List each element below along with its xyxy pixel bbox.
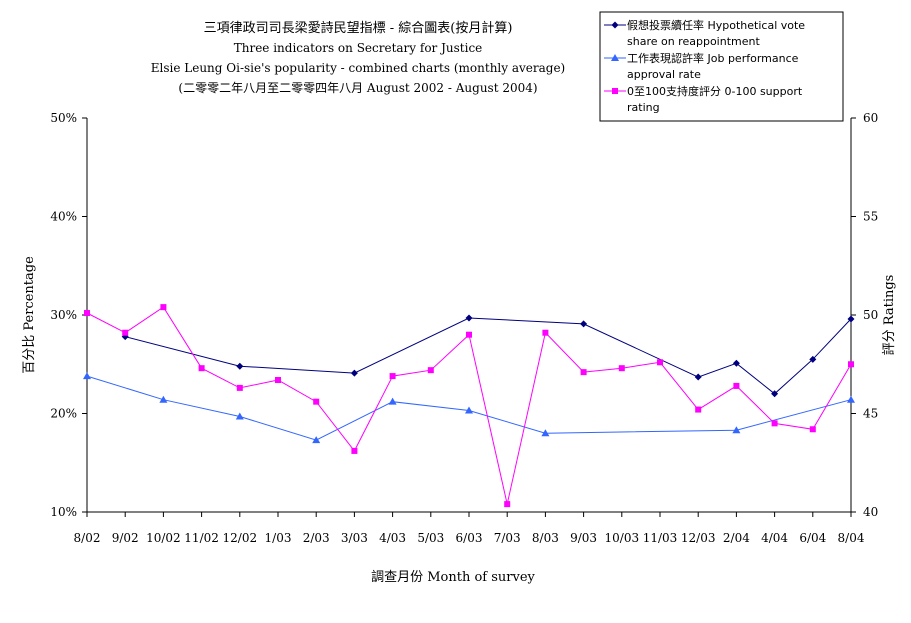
series-3-point: [198, 365, 205, 372]
series-2-point: [388, 397, 397, 405]
x-tick-label: 2/03: [303, 531, 330, 545]
series-3: [84, 304, 854, 508]
series-1-point: [771, 390, 779, 398]
x-tick-label: 9/03: [570, 531, 597, 545]
series-3-point: [236, 384, 243, 391]
x-tick-label: 2/04: [723, 531, 750, 545]
series-3-point: [351, 447, 358, 454]
y-right-tick-label: 60: [863, 111, 878, 125]
legend-swatch-marker: [611, 21, 619, 29]
legend-swatch-marker: [611, 54, 619, 61]
series-3-point: [618, 365, 625, 372]
legend: 假想投票續任率 Hypothetical vote share on reappo…: [599, 11, 844, 122]
x-tick-label: 10/02: [146, 531, 181, 545]
series-1-point: [694, 373, 702, 381]
y-right-tick-label: 50: [863, 308, 878, 322]
chart-marks: [83, 304, 855, 508]
legend-entry-text: 0至100支持度評分 0-100 support: [627, 84, 803, 98]
y-axis-right-label: 評分 Ratings: [882, 275, 897, 356]
series-1-line: [125, 317, 852, 395]
x-tick-label: 11/03: [643, 531, 678, 545]
series-2-point: [732, 426, 741, 434]
legend-entry-text: 假想投票續任率 Hypothetical vote: [627, 18, 805, 32]
x-tick-label: 3/03: [341, 531, 368, 545]
x-axis-label: 調查月份 Month of survey: [371, 570, 535, 585]
x-tick-label: 8/04: [838, 531, 865, 545]
legend-entry-text: share on reappointment: [627, 35, 760, 48]
series-3-point: [657, 359, 663, 366]
y-left-tick-label: 10%: [50, 505, 77, 519]
series-1-point: [847, 315, 855, 323]
y-right-tick-label: 40: [863, 505, 878, 519]
series-2: [83, 372, 855, 444]
series-2-point: [541, 429, 550, 437]
series-1-point: [809, 355, 817, 363]
y-right-tick-label: 55: [863, 210, 878, 224]
series-2-point: [83, 372, 91, 380]
series-1-point: [350, 369, 358, 377]
x-tick-label: 10/03: [605, 531, 640, 545]
series-3-point: [160, 304, 167, 311]
series-1-point: [580, 320, 588, 328]
x-tick-label: 6/04: [799, 531, 826, 545]
series-3-point: [580, 369, 587, 376]
series-3-point: [427, 367, 434, 374]
series-3-point: [848, 361, 854, 368]
x-tick-label: 7/03: [494, 531, 521, 545]
y-left-tick-label: 50%: [50, 111, 77, 125]
title-line-1: 三項律政司司長梁愛詩民望指標 - 綜合圖表(按月計算): [204, 20, 513, 36]
legend-box: [599, 11, 844, 122]
chart-title: 三項律政司司長梁愛詩民望指標 - 綜合圖表(按月計算) Three indica…: [151, 20, 566, 95]
x-tick-label: 5/03: [417, 531, 444, 545]
series-3-point: [771, 420, 778, 427]
y-axis-left-label: 百分比 Percentage: [22, 256, 37, 374]
legend-entry-text: approval rate: [627, 68, 701, 81]
series-3-point: [809, 426, 816, 433]
series-1: [121, 314, 855, 398]
x-tick-label: 6/03: [456, 531, 483, 545]
y-left-tick-label: 20%: [50, 407, 77, 421]
legend-swatch-marker: [612, 88, 618, 94]
x-tick-label: 4/04: [761, 531, 788, 545]
series-3-point: [275, 377, 281, 384]
series-3-point: [542, 329, 549, 336]
legend-entry-text: 工作表現認許率 Job performance: [627, 51, 799, 65]
y-left-tick-label: 40%: [50, 210, 77, 224]
title-line-4: (二零零二年八月至二零零四年八月 August 2002 - August 20…: [178, 81, 537, 95]
series-1-point: [732, 359, 740, 367]
series-1-point: [465, 314, 473, 322]
series-3-point: [504, 501, 511, 508]
x-tick-label: 1/03: [265, 531, 292, 545]
series-3-point: [389, 373, 396, 380]
legend-entry-text: rating: [627, 101, 660, 114]
x-tick-label: 8/02: [74, 531, 101, 545]
title-line-2: Three indicators on Secretary for Justic…: [234, 41, 483, 55]
x-tick-label: 12/02: [223, 531, 258, 545]
series-3-point: [695, 406, 702, 413]
series-3-point: [122, 329, 129, 336]
series-1-point: [236, 362, 244, 370]
series-2-point: [847, 395, 855, 403]
y-right-tick-label: 45: [863, 407, 878, 421]
series-2-point: [312, 436, 321, 444]
x-tick-label: 4/03: [379, 531, 406, 545]
series-2-point: [465, 406, 473, 414]
series-2-point: [159, 395, 168, 403]
x-tick-label: 8/03: [532, 531, 559, 545]
series-3-point: [733, 382, 740, 389]
series-3-point: [466, 331, 472, 338]
x-tick-label: 11/02: [184, 531, 219, 545]
x-tick-label: 9/02: [112, 531, 139, 545]
y-left-tick-label: 30%: [50, 308, 77, 322]
series-2-point: [235, 412, 244, 420]
series-3-point: [84, 310, 90, 317]
x-tick-label: 12/03: [681, 531, 716, 545]
series-3-point: [313, 398, 320, 405]
title-line-3: Elsie Leung Oi-sie's popularity - combin…: [151, 61, 566, 75]
